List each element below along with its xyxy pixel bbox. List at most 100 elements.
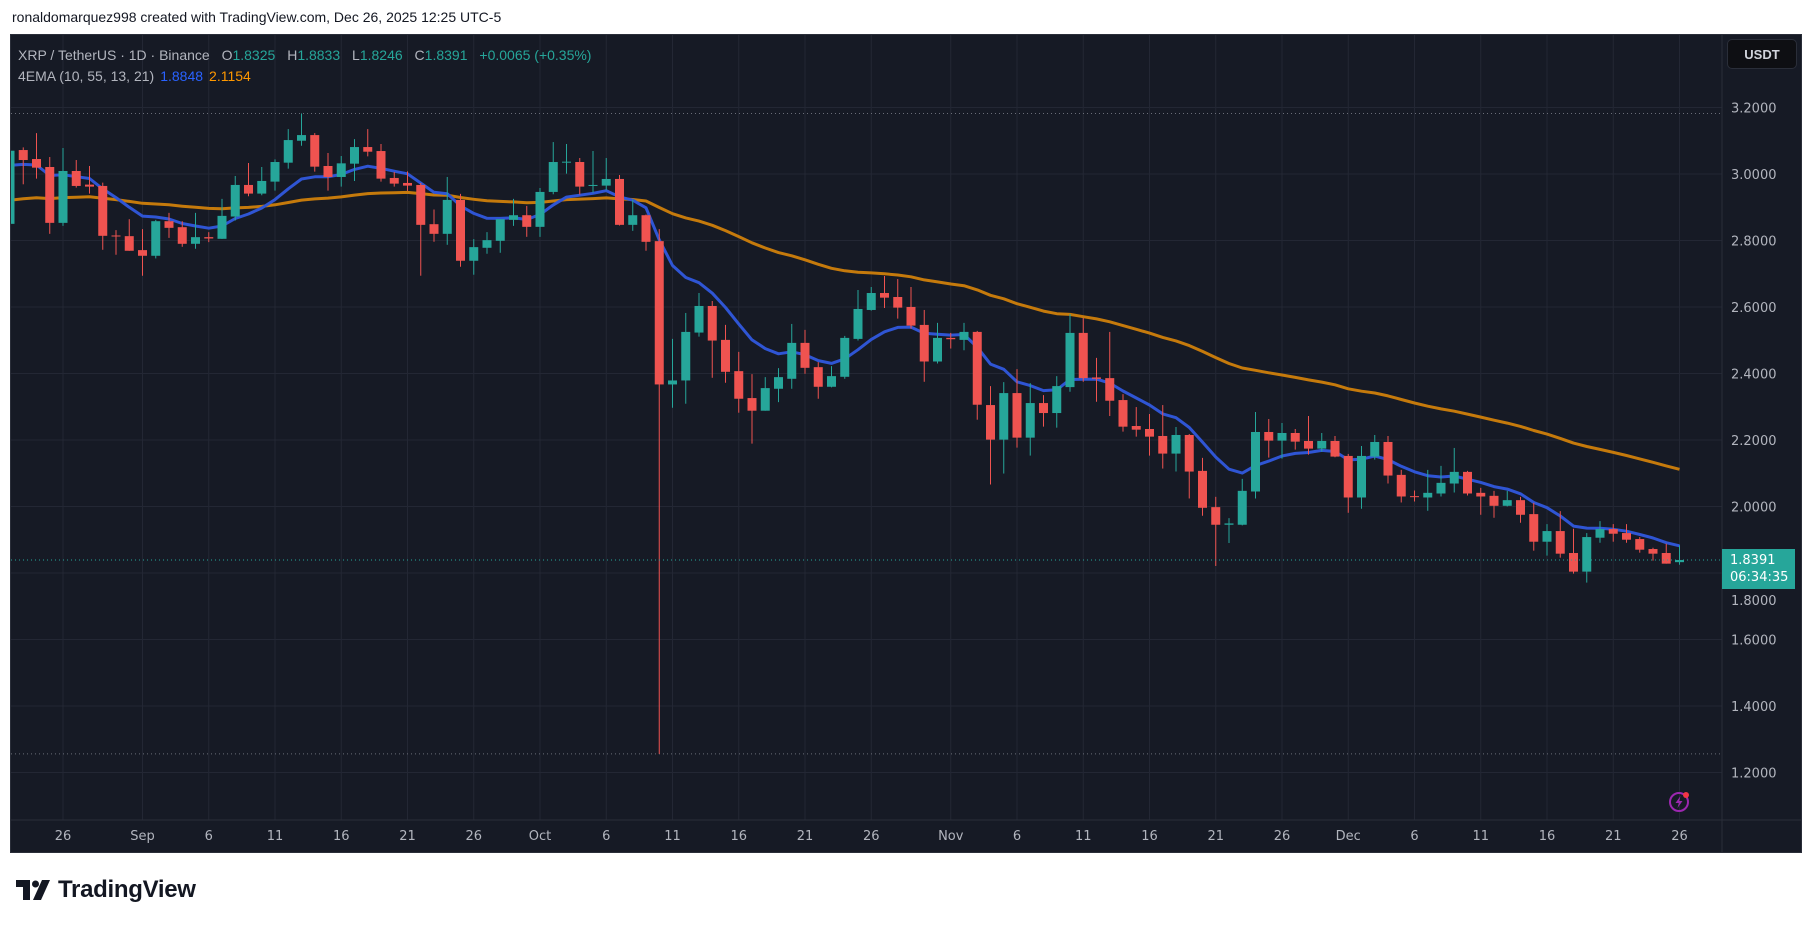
candle-down: [1078, 332, 1088, 379]
brand-name: TradingView: [58, 876, 196, 903]
candle-up: [1595, 529, 1605, 538]
x-tick-label: 16: [730, 829, 747, 844]
candle-down: [1105, 378, 1115, 401]
candle-down: [919, 324, 929, 362]
candle-down: [880, 293, 889, 298]
candle-down: [363, 147, 373, 152]
candle-down: [1476, 492, 1486, 497]
candle-up: [999, 393, 1009, 440]
close-value: 1.8391: [424, 47, 468, 63]
y-tick-label: 2.2000: [1731, 434, 1777, 449]
candle-down: [1410, 496, 1419, 498]
candle-down: [641, 215, 651, 242]
candle-up: [548, 162, 558, 192]
candle-up: [1423, 492, 1433, 498]
candle-down: [893, 296, 903, 308]
x-tick-label: 21: [1605, 829, 1622, 844]
candle-up: [1370, 441, 1380, 457]
candle-up: [866, 293, 876, 310]
x-tick-label: Sep: [130, 829, 155, 844]
candle-down: [1516, 500, 1525, 515]
candle-down: [1383, 441, 1393, 476]
candle-up: [1357, 455, 1366, 498]
x-tick-label: 11: [664, 829, 681, 844]
candle-up: [933, 337, 942, 362]
candle-down: [429, 224, 439, 234]
candle-down: [1622, 533, 1631, 540]
candle-down: [204, 237, 214, 239]
candle-down: [32, 159, 41, 168]
candlestick-chart[interactable]: 3.2000 3.0000 2.8000 2.6000 2.4000 2.2000 2.00…: [11, 35, 1802, 853]
candle-down: [138, 250, 147, 256]
candle-down: [1396, 474, 1406, 497]
open-label: O: [221, 47, 233, 63]
y-tick-label: 1.2000: [1731, 766, 1777, 781]
symbol-legend-row: XRP / TetherUS · 1D · Binance O1.8325 H1…: [18, 45, 591, 66]
candle-down: [1290, 432, 1300, 442]
candle-up: [562, 161, 571, 163]
x-tick-label: 6: [205, 829, 213, 844]
candle-up: [853, 308, 863, 339]
candle-down: [734, 371, 744, 399]
candle-up: [959, 331, 969, 340]
candle-down: [721, 339, 730, 372]
candle-down: [85, 184, 94, 187]
candle-up: [1449, 471, 1459, 484]
candle-down: [1635, 539, 1645, 550]
candle-up: [1582, 537, 1592, 572]
candle-down: [1184, 434, 1194, 472]
y-tick-label: 2.0000: [1731, 500, 1777, 515]
x-tick-label: 21: [1207, 829, 1224, 844]
y-tick-label: 3.0000: [1731, 168, 1777, 183]
chart-panel[interactable]: 3.2000 3.0000 2.8000 2.6000 2.4000 2.2000 2.00…: [10, 34, 1802, 853]
candle-up: [442, 199, 452, 234]
candle-down: [98, 185, 108, 236]
bar-countdown: 06:34:35: [1730, 570, 1789, 585]
ema-slow-value: 2.1154: [209, 68, 251, 84]
y-tick-label: 2.8000: [1731, 234, 1777, 249]
tradingview-logo[interactable]: TradingView: [16, 876, 196, 904]
x-tick-label: Oct: [529, 829, 551, 844]
candle-down: [416, 184, 426, 225]
x-tick-label: 26: [1274, 829, 1291, 844]
candle-down: [456, 199, 465, 261]
candle-down: [177, 227, 187, 244]
x-tick-label: 21: [399, 829, 416, 844]
candle-up: [535, 191, 545, 227]
candle-up: [681, 331, 691, 381]
candle-down: [707, 305, 717, 341]
low-value: 1.8246: [359, 47, 403, 63]
candle-down: [1463, 471, 1472, 494]
candle-down: [1131, 426, 1141, 430]
candle-up: [1502, 500, 1512, 506]
candle-down: [522, 215, 532, 227]
candle-down: [310, 135, 320, 167]
chart-legend: XRP / TetherUS · 1D · Binance O1.8325 H1…: [18, 45, 591, 87]
candle-down: [1092, 377, 1101, 379]
y-tick-label: 1.8000: [1731, 594, 1777, 609]
candle-down: [244, 184, 253, 194]
x-tick-label: Dec: [1336, 829, 1361, 844]
candle-down: [1145, 428, 1154, 437]
candle-up: [774, 377, 783, 389]
candle-up: [270, 162, 280, 182]
lightning-bolt-icon[interactable]: [1668, 791, 1690, 813]
candle-down: [1661, 553, 1671, 564]
candle-up: [151, 221, 161, 256]
candle-down: [747, 398, 757, 411]
candle-up: [191, 237, 200, 244]
candle-up: [350, 147, 359, 164]
symbol-title[interactable]: XRP / TetherUS · 1D · Binance: [18, 47, 210, 63]
candle-up: [1542, 531, 1552, 542]
y-tick-label: 2.4000: [1731, 367, 1777, 382]
currency-button[interactable]: USDT: [1727, 39, 1797, 69]
candle-up: [588, 184, 598, 186]
candle-down: [164, 221, 174, 228]
candle-up: [601, 178, 611, 186]
candle-down: [124, 236, 134, 251]
x-tick-label: 26: [1671, 829, 1688, 844]
candle-up: [482, 240, 492, 248]
candle-up: [1251, 431, 1260, 492]
indicator-title[interactable]: 4EMA (10, 55, 13, 21): [18, 68, 155, 84]
candle-up: [1025, 403, 1035, 438]
